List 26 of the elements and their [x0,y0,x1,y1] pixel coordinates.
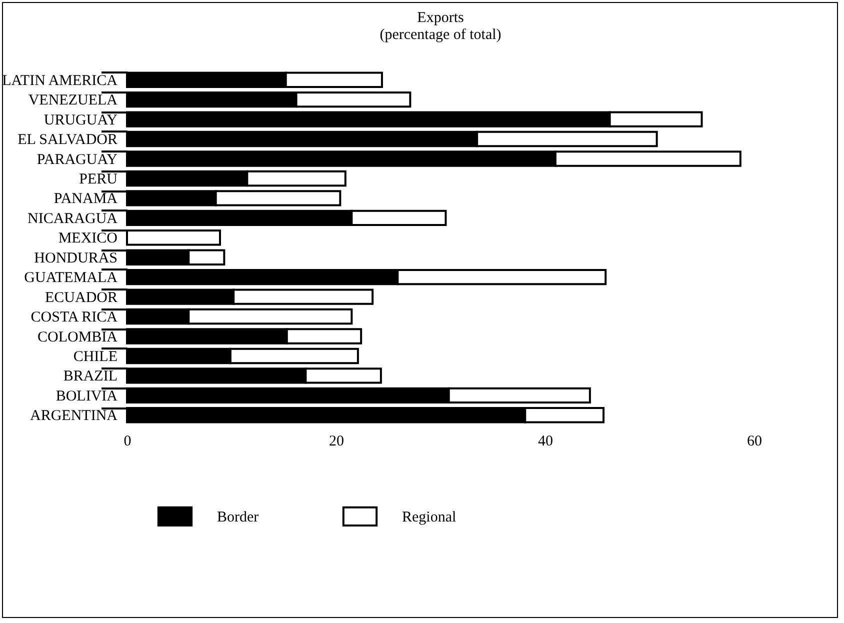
y-tick-label: ARGENTINA [30,408,118,424]
y-tick-label: PERU [79,171,118,188]
y-tick-label: GUATEMALA [24,270,118,286]
legend-label: Regional [402,509,456,526]
y-tick-label: MEXICO [58,230,118,247]
y-tick-label: EL SALVADOR [18,132,118,148]
y-tick-label: COLOMBIA [37,329,118,346]
y-tick-label: VENEZUELA [28,92,118,109]
y-tick-label: LATIN AMERICA [2,72,118,89]
x-tick-label: 40 [538,434,553,450]
x-tick-label: 60 [747,434,762,450]
y-tick-label: BOLIVIA [56,388,118,404]
y-tick-label: PARAGUAY [36,152,118,168]
chart-title: Exports [417,10,464,26]
y-tick-label: HONDURAS [34,250,118,266]
y-tick-label: URUGUAY [44,112,118,128]
x-tick-label: 0 [124,434,132,450]
y-tick-label: ECUADOR [44,290,118,306]
y-tick-label: PANAMA [54,191,118,208]
y-tick-label: COSTA RICA [30,310,118,326]
y-tick-label: CHILE [73,348,118,365]
y-tick-label: NICARAGUA [28,210,118,227]
legend-label: Border [217,509,259,526]
chart-subtitle: (percentage of total) [380,27,502,43]
x-tick-label: 20 [329,434,344,450]
y-tick-label: BRAZIL [63,368,118,385]
